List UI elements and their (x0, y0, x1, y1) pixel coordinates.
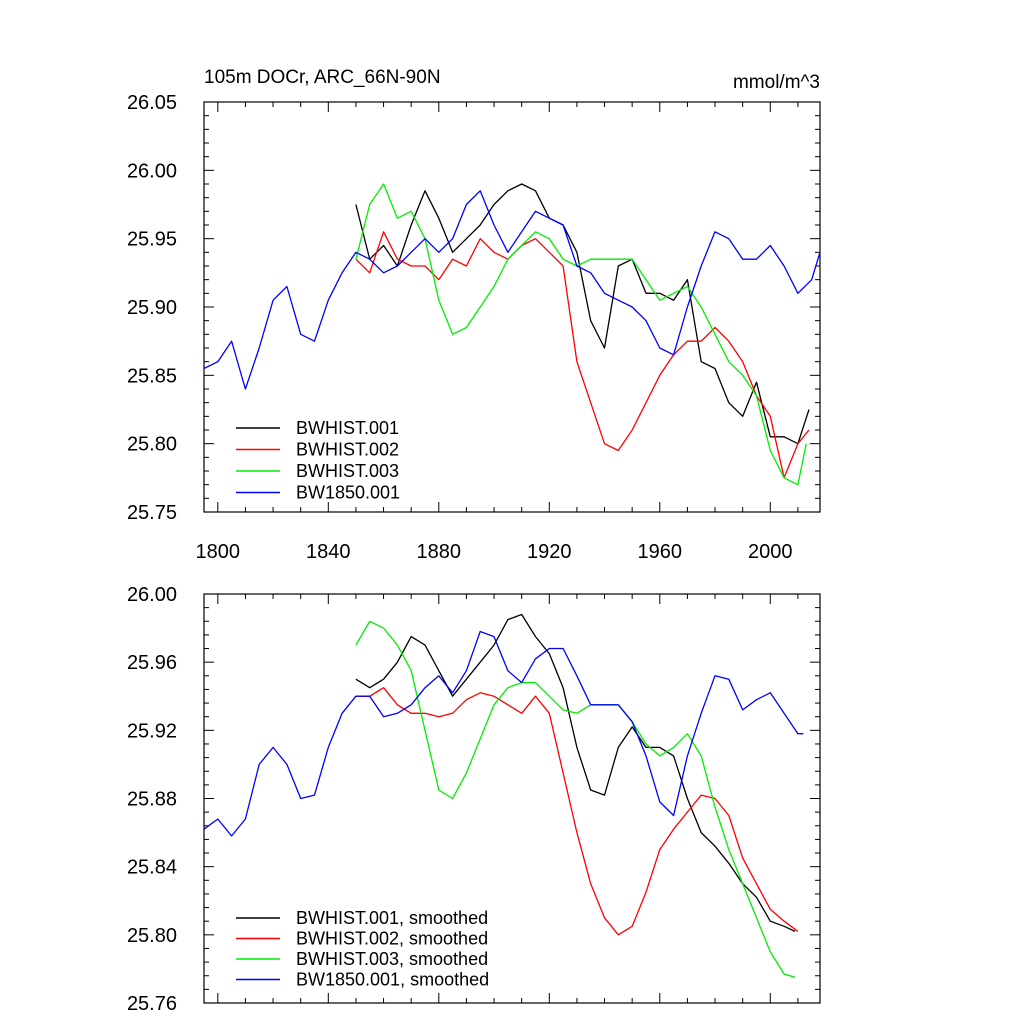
bottom-y-tick-label: 25.84 (127, 857, 177, 879)
top-legend-label: BWHIST.002 (296, 440, 399, 460)
bottom-series-line-2 (355, 687, 799, 936)
top-x-tick-label: 1960 (638, 541, 683, 563)
bottom-y-tick-label: 25.80 (127, 925, 177, 947)
top-legend-label: BWHIST.001 (296, 418, 399, 438)
top-chart-title: 105m DOCr, ARC_66N-90N (204, 67, 441, 88)
bottom-y-tick-label: 25.76 (127, 993, 177, 1015)
top-y-tick-label: 25.90 (127, 297, 177, 319)
top-y-tick-label: 25.75 (127, 502, 177, 524)
top-y-tick-label: 26.00 (127, 160, 177, 182)
top-legend-label: BWHIST.003 (296, 461, 399, 481)
top-chart-units: mmol/m^3 (733, 72, 820, 93)
bottom-legend-label: BWHIST.002, smoothed (296, 929, 488, 949)
bottom-y-tick-label: 25.92 (127, 720, 177, 742)
bottom-legend-label: BW1850.001, smoothed (296, 970, 489, 990)
top-y-tick-label: 25.95 (127, 229, 177, 251)
top-y-tick-label: 25.80 (127, 434, 177, 456)
bottom-legend-label: BWHIST.003, smoothed (296, 949, 488, 969)
top-y-tick-label: 25.85 (127, 365, 177, 387)
bottom-series-line-4 (203, 630, 804, 837)
bottom-y-tick-label: 26.00 (127, 584, 177, 606)
bottom-legend-label: BWHIST.001, smoothed (296, 908, 488, 928)
top-x-tick-label: 1920 (527, 541, 572, 563)
top-panel: 105m DOCr, ARC_66N-90N mmol/m^3 25.75 25.… (127, 67, 821, 563)
top-series-line-3 (355, 183, 807, 486)
top-series-line-4 (203, 190, 821, 390)
bottom-y-tick-label: 25.96 (127, 652, 177, 674)
bottom-series-line-3 (355, 620, 796, 979)
top-series-line-1 (355, 183, 810, 445)
top-x-tick-label: 2000 (748, 541, 793, 563)
top-series-line-2 (355, 231, 810, 479)
top-x-tick-label: 1880 (417, 541, 462, 563)
top-legend-label: BW1850.001 (296, 483, 400, 503)
bottom-y-tick-label: 25.88 (127, 789, 177, 811)
top-y-tick-label: 26.05 (127, 92, 177, 114)
bottom-series-line-1 (355, 613, 796, 932)
top-x-tick-label: 1840 (306, 541, 351, 563)
top-x-tick-label: 1800 (196, 541, 241, 563)
bottom-panel: 25.76 25.80 25.84 25.88 25.92 25.96 26.00 BWHIS… (127, 584, 821, 1015)
